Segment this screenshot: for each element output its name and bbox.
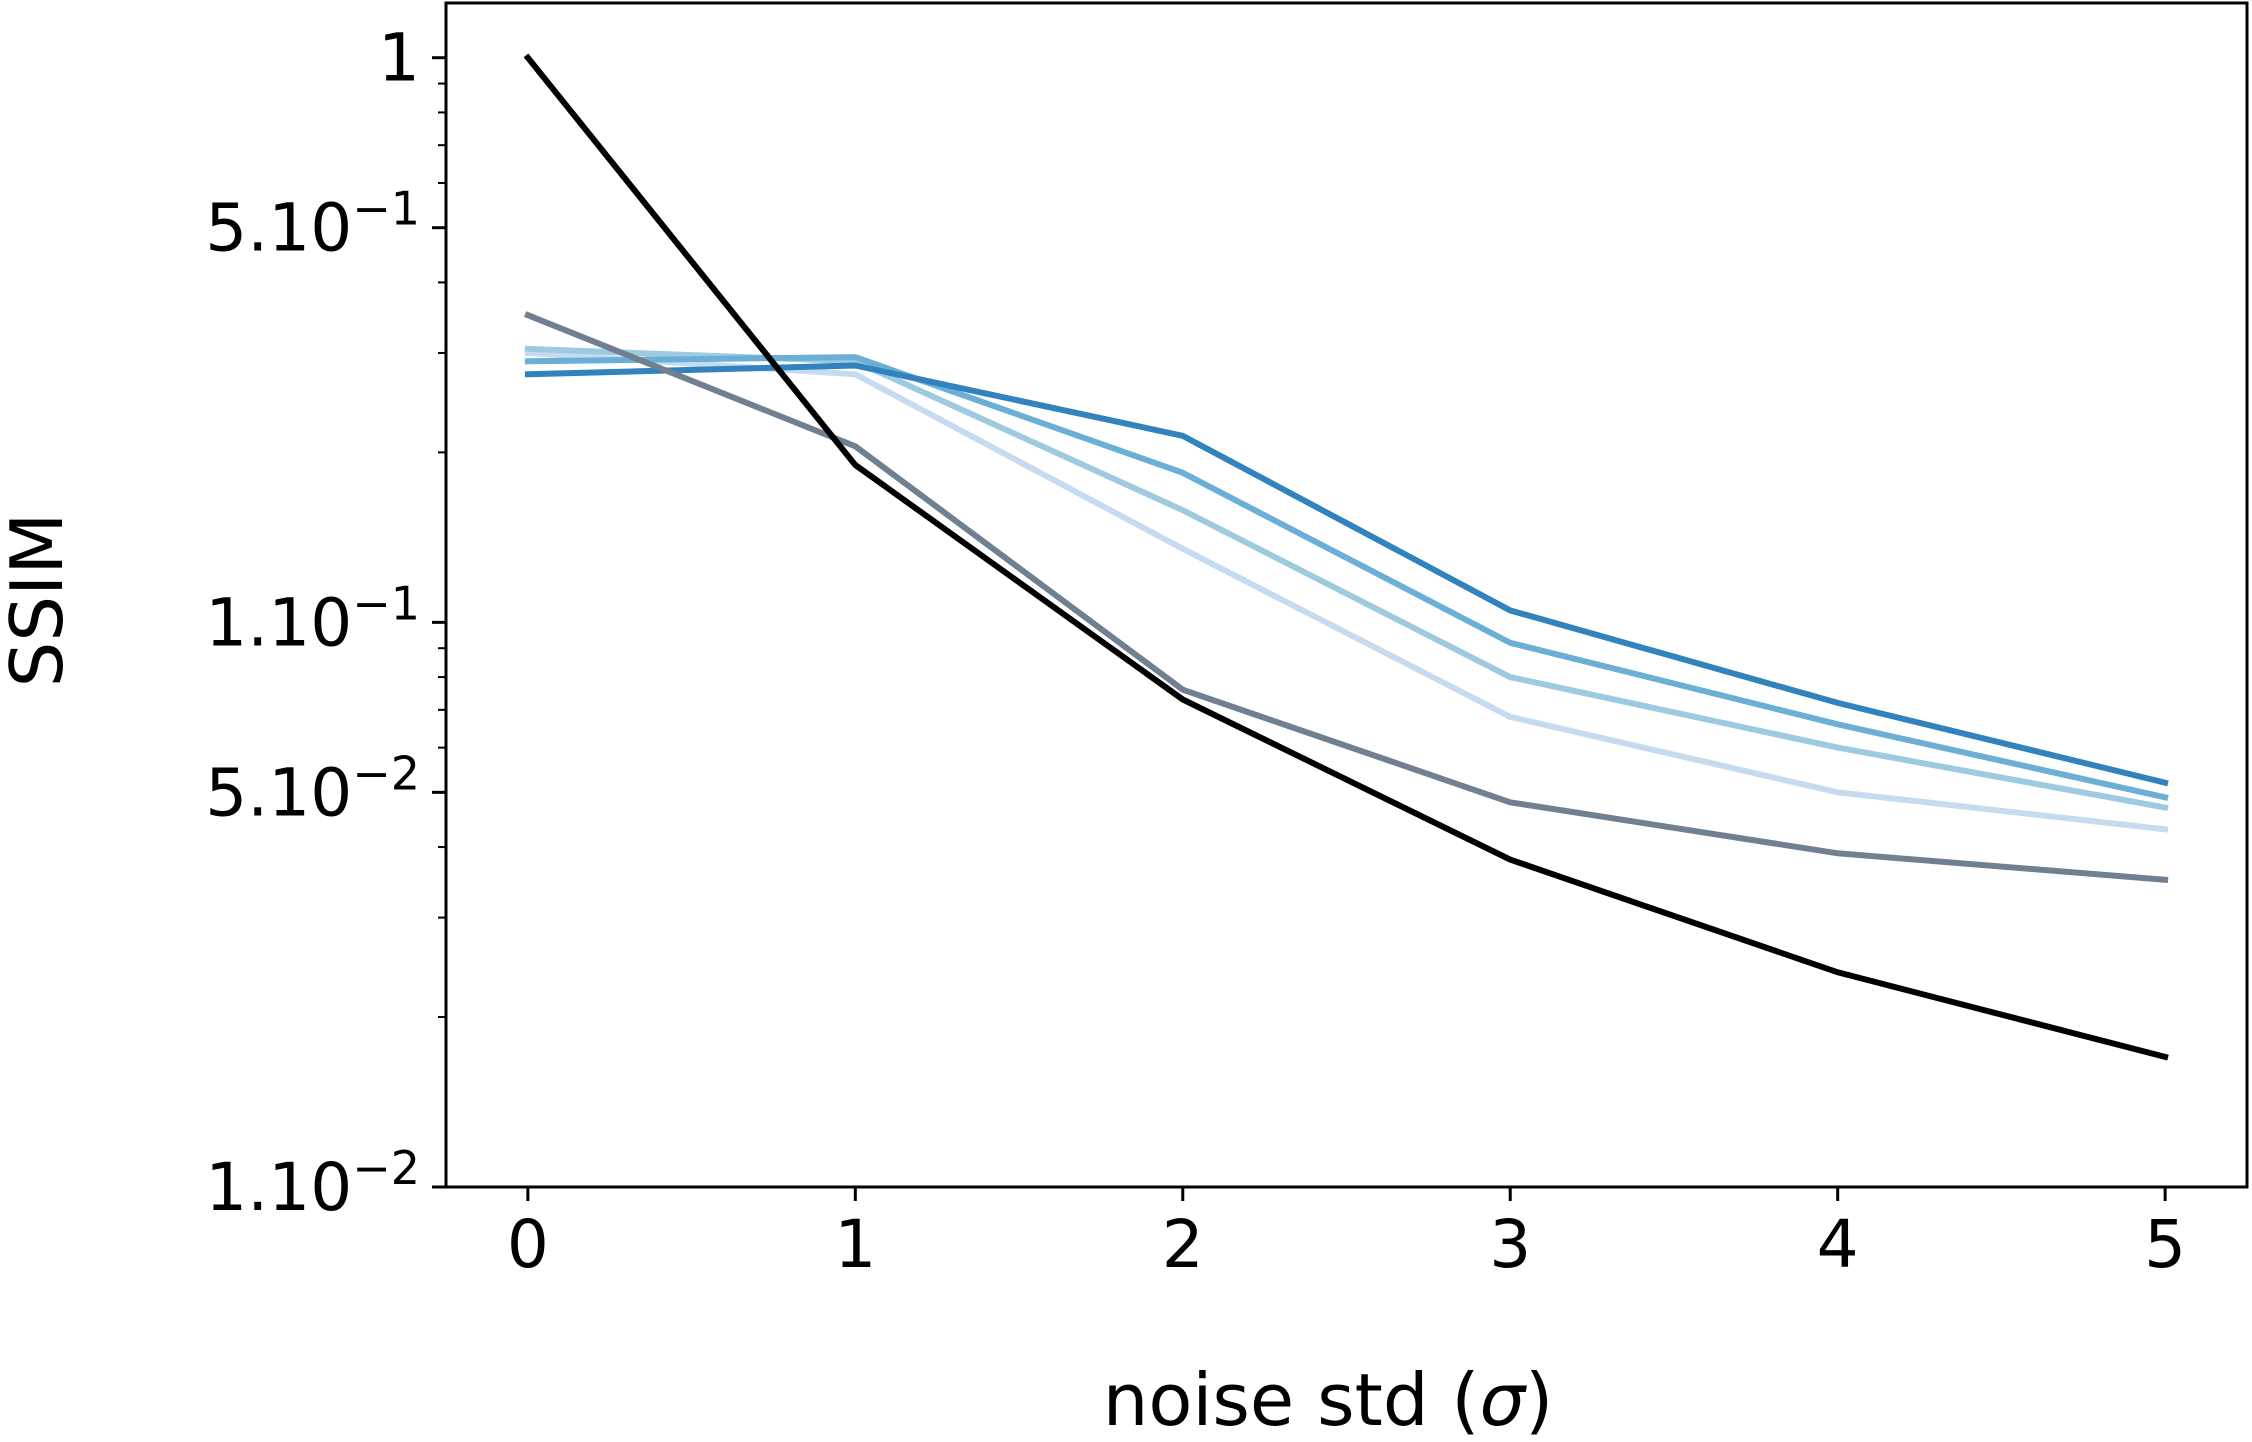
x-axis: 0 1 2 3 4 5 [507,1187,2186,1283]
y-tick-label: 5.10−2 [205,746,420,831]
series-line-5 [523,311,2169,884]
x-tick-label: 3 [1489,1206,1531,1283]
x-tick-label: 0 [507,1206,549,1283]
y-tick-label: 1 [378,20,420,97]
series-line-1 [524,349,2169,833]
y-tick-label: 5.10−1 [205,182,420,267]
y-tick-label: 1.10−1 [205,576,420,661]
x-tick-label: 4 [1817,1206,1859,1283]
series-line-6 [523,53,2169,1061]
x-axis-title: noise std (σ) [1103,1358,1554,1442]
x-tick-label: 2 [1162,1206,1204,1283]
x-tick-label: 5 [2144,1206,2186,1283]
y-tick-label: 1.10−2 [205,1141,420,1226]
plot-frame [444,1,2249,1189]
y-axis-title: SSIM [0,513,79,688]
x-tick-label: 1 [834,1206,876,1283]
y-axis: 1 5.10−1 1.10−1 5.10−2 1.10−2 [205,20,446,1226]
series-line-4 [524,362,2169,787]
series-line-3 [524,354,2169,801]
series-layer [523,53,2169,1061]
